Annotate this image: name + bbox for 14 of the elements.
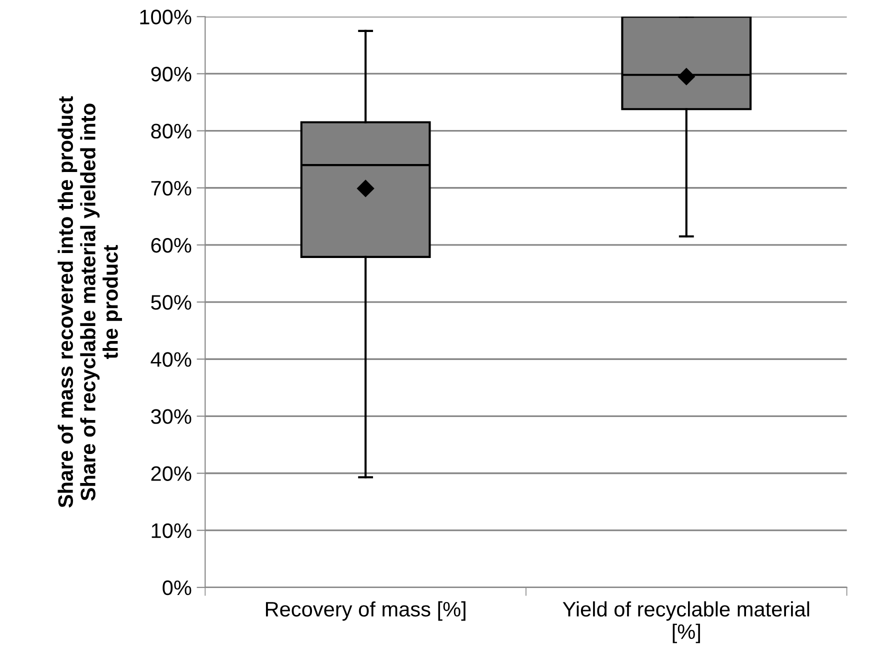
y-tick-label: 40%	[150, 352, 192, 367]
x-tick-label: Recovery of mass [%]	[266, 601, 466, 621]
y-tick-label: 70%	[151, 180, 192, 196]
y-tick-label: 50%	[151, 295, 192, 310]
y-axis-title: Share of mass recovered into the product Share of recyclable material yielded into the product	[58, 96, 122, 508]
y-tick-label: 20%	[151, 466, 192, 482]
y-tick-label: 10%	[152, 523, 192, 538]
y-tick-label: 90%	[151, 66, 192, 82]
y-tick-label: 80%	[151, 124, 192, 139]
y-tick-label: 60%	[151, 238, 192, 253]
y-tick-label: 0%	[162, 580, 192, 596]
x-tick-label: Yield of recyclable material [%]	[562, 601, 810, 644]
y-tick-label: 100%	[140, 10, 192, 24]
y-tick-label: 30%	[151, 409, 192, 424]
